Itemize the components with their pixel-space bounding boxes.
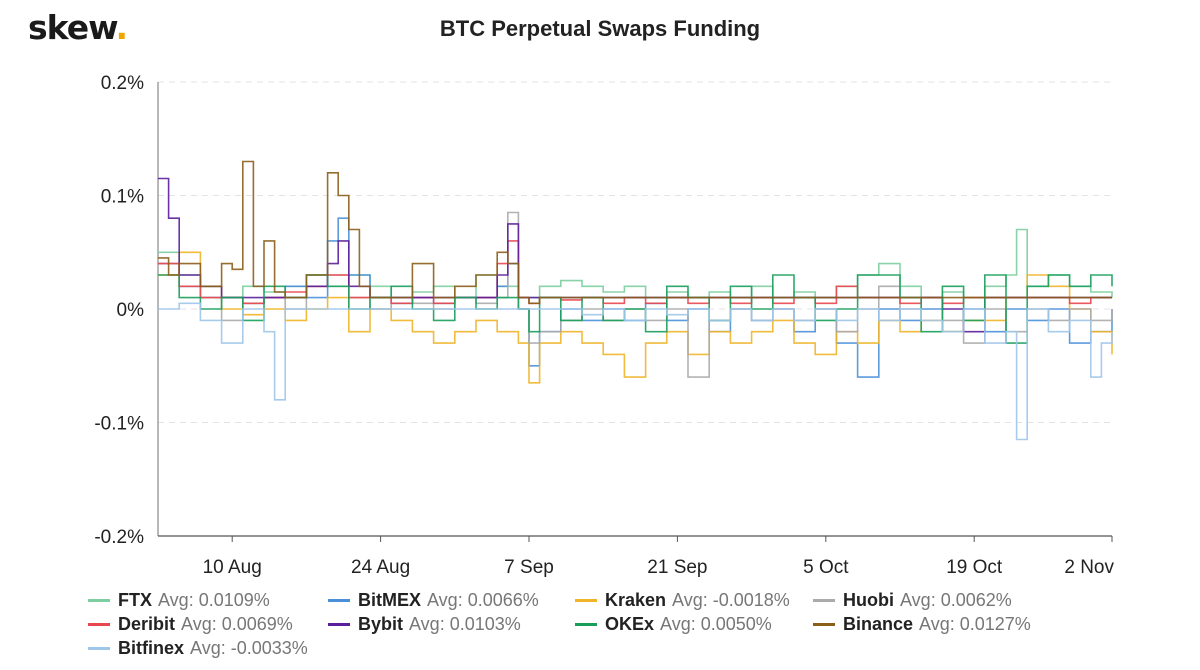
legend-item-ftx[interactable]: FTX Avg: 0.0109% [88, 590, 270, 611]
legend-item-bitfinex[interactable]: Bitfinex Avg: -0.0033% [88, 638, 308, 659]
funding-chart: 0.2% 0.1% 0% -0.1% -0.2% 10 Aug 24 Aug 7 Sep 21 … [94, 73, 1114, 578]
legend-swatch [88, 647, 110, 650]
legend-series-name: BitMEX [358, 590, 421, 610]
legend-series-avg: Avg: -0.0018% [672, 590, 790, 610]
x-tick-label: 10 Aug [203, 557, 262, 578]
x-tick-label: 19 Oct [946, 557, 1003, 578]
legend-swatch [813, 599, 835, 602]
series-line-bitfinex [158, 302, 1113, 441]
legend-series-name: Bitfinex [118, 638, 185, 658]
legend-series-avg: Avg: 0.0127% [919, 614, 1031, 634]
logo-text: skew [28, 8, 116, 47]
legend-series-name: OKEx [605, 614, 655, 634]
legend-series-avg: Avg: 0.0066% [427, 590, 539, 610]
x-tick-label: 2 Nov [1064, 557, 1114, 578]
legend-swatch [328, 623, 350, 626]
series-line-kraken [158, 251, 1113, 384]
legend-row: Bitfinex Avg: -0.0033% [88, 638, 1168, 662]
legend-row: Deribit Avg: 0.0069% Bybit Avg: 0.0103% OKEx… [88, 614, 1168, 638]
legend-item-okex[interactable]: OKEx Avg: 0.0050% [575, 614, 772, 635]
legend-series-avg: Avg: -0.0033% [190, 638, 308, 658]
legend-item-huobi[interactable]: Huobi Avg: 0.0062% [813, 590, 1012, 611]
legend-item-bybit[interactable]: Bybit Avg: 0.0103% [328, 614, 521, 635]
x-tick-label: 7 Sep [504, 557, 554, 578]
legend-series-name: Kraken [605, 590, 667, 610]
y-tick-label: 0% [117, 300, 145, 321]
legend-swatch [575, 623, 597, 626]
legend-swatch [88, 599, 110, 602]
series-line-binance [158, 160, 1112, 305]
series-line-ftx [158, 228, 1113, 299]
chart-legend: FTX Avg: 0.0109% BitMEX Avg: 0.0066% Kraken A… [88, 590, 1168, 662]
chart-title: BTC Perpetual Swaps Funding [439, 16, 761, 41]
legend-swatch [575, 599, 597, 602]
legend-series-avg: Avg: 0.0062% [900, 590, 1012, 610]
legend-series-avg: Avg: 0.0050% [660, 614, 772, 634]
legend-series-avg: Avg: 0.0103% [409, 614, 521, 634]
legend-series-name: FTX [118, 590, 152, 610]
logo-dot: . [115, 8, 128, 47]
y-tick-label: 0.2% [101, 73, 144, 94]
legend-swatch [88, 623, 110, 626]
legend-series-name: Binance [843, 614, 914, 634]
x-tick-label: 5 Oct [803, 557, 849, 578]
legend-item-kraken[interactable]: Kraken Avg: -0.0018% [575, 590, 790, 611]
skew-logo: skew. [28, 8, 128, 47]
x-tick-label: 24 Aug [351, 557, 410, 578]
legend-series-name: Bybit [358, 614, 403, 634]
legend-swatch [328, 599, 350, 602]
series-line-deribit [158, 240, 1112, 305]
legend-row: FTX Avg: 0.0109% BitMEX Avg: 0.0066% Kraken A… [88, 590, 1168, 614]
legend-series-name: Deribit [118, 614, 176, 634]
y-tick-label: -0.1% [94, 414, 144, 435]
legend-item-deribit[interactable]: Deribit Avg: 0.0069% [88, 614, 293, 635]
y-tick-label: -0.2% [94, 527, 144, 548]
y-tick-label: 0.1% [101, 187, 144, 208]
legend-item-bitmex[interactable]: BitMEX Avg: 0.0066% [328, 590, 539, 611]
legend-series-avg: Avg: 0.0069% [181, 614, 293, 634]
legend-item-binance[interactable]: Binance Avg: 0.0127% [813, 614, 1031, 635]
x-tick-label: 21 Sep [647, 557, 707, 578]
legend-swatch [813, 623, 835, 626]
legend-series-avg: Avg: 0.0109% [158, 590, 270, 610]
legend-series-name: Huobi [843, 590, 894, 610]
series-line-huobi [158, 211, 1113, 378]
